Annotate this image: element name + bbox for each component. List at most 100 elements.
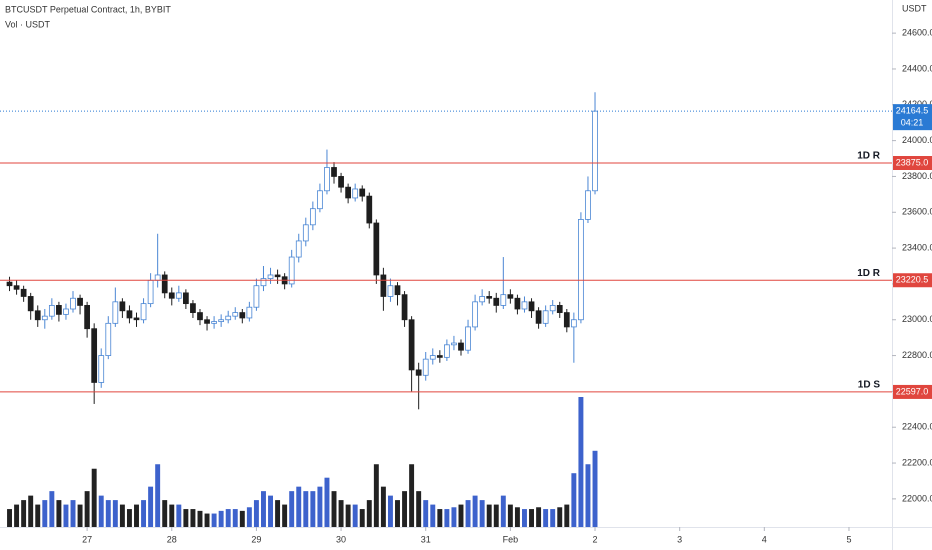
volume-bar bbox=[507, 504, 513, 527]
candle-body bbox=[112, 301, 119, 324]
candle-body bbox=[549, 305, 556, 312]
level-price-label: 23875.0 bbox=[896, 157, 929, 167]
candle-body bbox=[77, 297, 83, 306]
level-price-box bbox=[893, 384, 932, 399]
volume-bar bbox=[21, 500, 27, 527]
volume-bar bbox=[338, 500, 344, 527]
volume-bar bbox=[42, 500, 48, 527]
volume-bar bbox=[402, 491, 408, 527]
candle-body bbox=[451, 342, 457, 346]
candle-body bbox=[486, 296, 493, 299]
volume-bar bbox=[112, 500, 118, 527]
candle-body bbox=[34, 310, 41, 321]
candle-body bbox=[422, 358, 429, 376]
candle-body bbox=[317, 190, 323, 210]
candle-body bbox=[380, 274, 387, 297]
candle-body bbox=[479, 296, 486, 303]
volume-bar bbox=[246, 507, 252, 527]
volume-bar bbox=[514, 507, 520, 527]
candle-body bbox=[154, 274, 161, 281]
candle-body bbox=[98, 355, 105, 383]
x-tick-label: 29 bbox=[251, 534, 261, 544]
y-tick-label: 23600.0 bbox=[902, 207, 932, 217]
volume-bar bbox=[472, 495, 478, 527]
volume-bar bbox=[275, 500, 281, 527]
level-price-box bbox=[893, 273, 932, 288]
volume-bar bbox=[416, 491, 422, 527]
y-tick-label: 24400.0 bbox=[902, 63, 932, 73]
volume-bar bbox=[352, 504, 358, 527]
candle-body bbox=[197, 312, 203, 321]
candle-body bbox=[225, 315, 232, 321]
volume-bar bbox=[141, 500, 147, 527]
candle-body bbox=[267, 274, 274, 279]
volume-bar bbox=[500, 495, 506, 527]
level-name: 1D R bbox=[857, 151, 881, 162]
volume-bar bbox=[126, 509, 132, 527]
candle-body bbox=[373, 222, 380, 276]
y-tick-label: 22400.0 bbox=[902, 422, 932, 432]
candle-body bbox=[260, 278, 267, 287]
y-tick-label: 24000.0 bbox=[902, 135, 932, 145]
volume-bar bbox=[218, 510, 224, 527]
volume-bar bbox=[564, 504, 570, 527]
candle-body bbox=[41, 315, 48, 321]
candle-body bbox=[105, 322, 112, 356]
y-tick-label: 22000.0 bbox=[902, 493, 932, 503]
volume-bar bbox=[169, 504, 175, 527]
candle-body bbox=[147, 279, 154, 305]
volume-bar bbox=[571, 473, 577, 527]
volume-bar bbox=[232, 509, 238, 527]
volume-bar bbox=[190, 509, 196, 527]
level-name: 1D R bbox=[857, 268, 881, 279]
volume-bar bbox=[409, 464, 415, 527]
volume-bar bbox=[296, 486, 302, 527]
candle-body bbox=[133, 317, 140, 321]
volume-bar bbox=[211, 513, 217, 527]
candle-body bbox=[63, 308, 69, 315]
candle-body bbox=[70, 297, 76, 310]
volume-bar bbox=[380, 486, 386, 527]
candle-body bbox=[27, 296, 34, 312]
volume-bar bbox=[148, 486, 154, 527]
x-tick-label: 30 bbox=[336, 534, 346, 544]
candle-body bbox=[126, 310, 133, 319]
candle-body bbox=[183, 292, 189, 305]
last-price-label: 24164.5 bbox=[896, 106, 929, 116]
volume-bar bbox=[486, 504, 492, 527]
candle-body bbox=[175, 292, 182, 299]
level-name: 1D S bbox=[858, 380, 881, 391]
volume-bar bbox=[49, 491, 55, 527]
y-tick-label: 23000.0 bbox=[902, 314, 932, 324]
candle-body bbox=[295, 240, 302, 258]
countdown-label: 04:21 bbox=[901, 118, 924, 128]
volume-bar bbox=[331, 491, 337, 527]
candle-body bbox=[6, 281, 13, 287]
volume-bar bbox=[585, 464, 591, 527]
volume-bar bbox=[430, 504, 436, 527]
candle-body bbox=[91, 328, 98, 383]
candle-body bbox=[302, 224, 309, 242]
volume-bar bbox=[578, 397, 584, 527]
volume-bar bbox=[592, 450, 598, 527]
candle-body bbox=[324, 167, 330, 192]
volume-bar bbox=[345, 504, 351, 527]
volume-bar bbox=[444, 509, 450, 527]
candle-body bbox=[542, 310, 549, 324]
candle-body bbox=[345, 186, 351, 199]
candle-body bbox=[211, 321, 217, 324]
candle-body bbox=[528, 301, 535, 312]
volume-bar bbox=[63, 504, 69, 527]
volume-bar bbox=[14, 504, 20, 527]
volume-bar bbox=[119, 504, 125, 527]
y-tick-label: 23400.0 bbox=[902, 242, 932, 252]
volume-bar bbox=[28, 495, 34, 527]
last-price-box bbox=[893, 104, 932, 131]
candle-body bbox=[415, 369, 422, 376]
x-tick-label: 3 bbox=[677, 534, 682, 544]
x-tick-label: 4 bbox=[762, 534, 767, 544]
volume-bar bbox=[458, 504, 464, 527]
volume-bar bbox=[359, 509, 365, 527]
chart-title: BTCUSDT Perpetual Contract, 1h, BYBIT bbox=[5, 4, 171, 14]
candle-body bbox=[168, 292, 175, 299]
